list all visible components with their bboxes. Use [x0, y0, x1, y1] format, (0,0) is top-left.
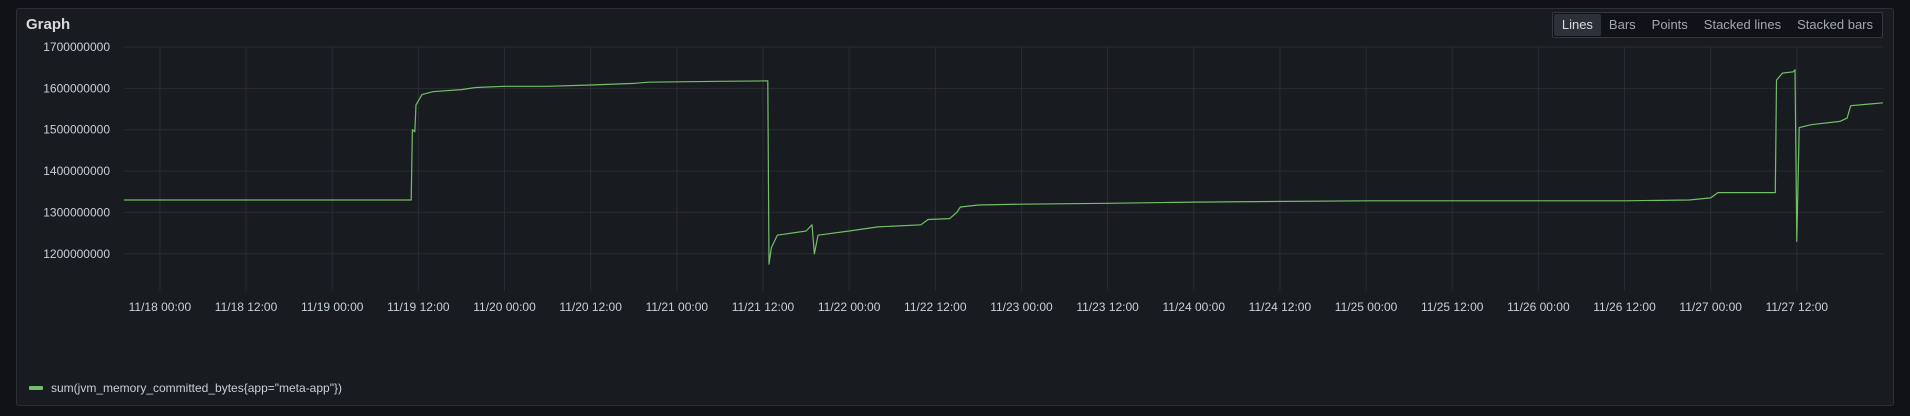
- legend[interactable]: sum(jvm_memory_committed_bytes{app="meta…: [29, 381, 342, 395]
- line-chart: 1200000000 1300000000 1400000000 1500000000…: [43, 40, 1884, 314]
- x-grid: [159, 47, 1798, 291]
- y-tick-label: 1400000000: [43, 164, 110, 178]
- y-tick-label: 1500000000: [43, 123, 110, 137]
- x-tick-label: 11/26 12:00: [1593, 300, 1656, 314]
- x-tick-label: 11/25 12:00: [1421, 300, 1484, 314]
- panel-title: Graph: [26, 16, 71, 33]
- y-axis-labels: 1200000000 1300000000 1400000000 1500000000…: [43, 40, 110, 261]
- x-tick-label: 11/27 12:00: [1766, 300, 1829, 314]
- toggle-bars[interactable]: Bars: [1608, 17, 1636, 32]
- x-axis-labels: 11/18 00:00 11/18 12:00 11/19 00:00 11/19 1…: [129, 300, 1829, 314]
- toggle-stacked-lines[interactable]: Stacked lines: [1703, 17, 1782, 32]
- x-tick-label: 11/27 00:00: [1679, 300, 1742, 314]
- x-tick-label: 11/21 00:00: [646, 300, 709, 314]
- x-tick-label: 11/22 12:00: [904, 300, 967, 314]
- x-tick-label: 11/23 00:00: [990, 300, 1053, 314]
- toggle-stacked-bars[interactable]: Stacked bars: [1797, 17, 1873, 32]
- x-tick-label: 11/18 00:00: [129, 300, 192, 314]
- x-tick-label: 11/20 00:00: [473, 300, 536, 314]
- x-tick-label: 11/19 00:00: [301, 300, 364, 314]
- y-tick-label: 1200000000: [43, 247, 110, 261]
- graph-type-toggle: Lines Bars Points Stacked lines Stacked …: [1551, 12, 1883, 38]
- x-tick-label: 11/22 00:00: [818, 300, 881, 314]
- y-grid: [124, 46, 1883, 255]
- x-tick-label: 11/26 00:00: [1507, 300, 1570, 314]
- x-tick-label: 11/23 12:00: [1076, 300, 1139, 314]
- x-tick-label: 11/20 12:00: [559, 300, 622, 314]
- x-tick-label: 11/25 00:00: [1335, 300, 1398, 314]
- series-layer: [124, 69, 1884, 265]
- toggle-lines[interactable]: Lines: [1553, 14, 1601, 36]
- toggle-points[interactable]: Points: [1651, 17, 1688, 32]
- x-tick-label: 11/19 12:00: [387, 300, 450, 314]
- x-tick-label: 11/24 12:00: [1249, 300, 1312, 314]
- graph-panel: Graph Lines Bars Points Stacked lines St…: [16, 8, 1894, 406]
- x-tick-label: 11/24 00:00: [1163, 300, 1226, 314]
- legend-label: sum(jvm_memory_committed_bytes{app="meta…: [51, 381, 342, 395]
- x-tick-label: 11/21 12:00: [732, 300, 795, 314]
- y-tick-label: 1600000000: [43, 81, 110, 95]
- y-tick-label: 1300000000: [43, 205, 110, 219]
- y-tick-label: 1700000000: [43, 40, 110, 54]
- series-line: [124, 69, 1884, 265]
- legend-swatch: [29, 386, 43, 390]
- x-tick-label: 11/18 12:00: [215, 300, 278, 314]
